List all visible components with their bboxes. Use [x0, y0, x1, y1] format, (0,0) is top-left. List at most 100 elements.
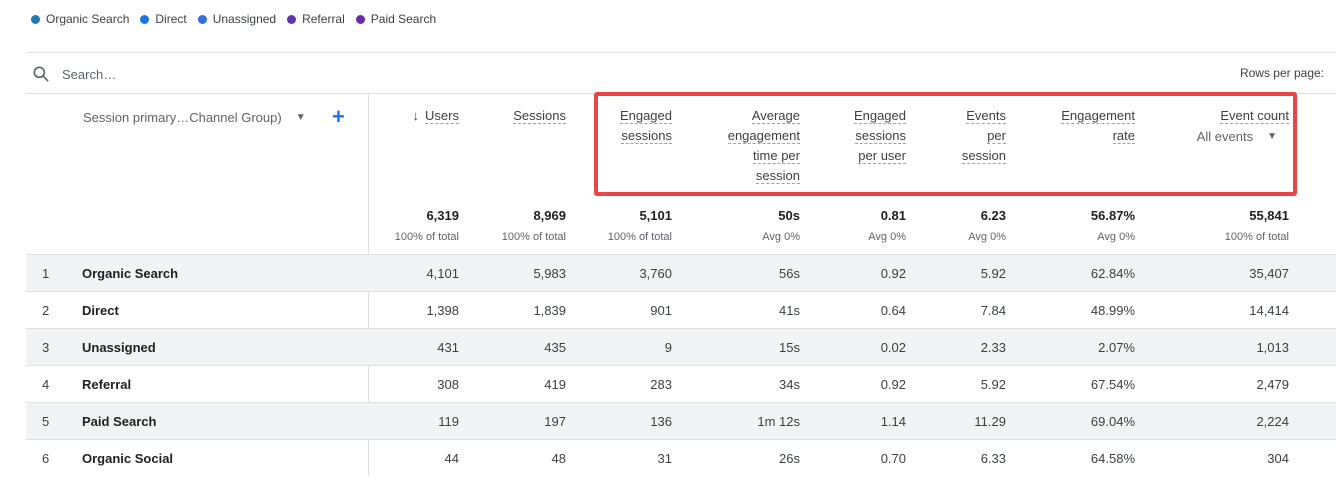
- total-subtext-engagement-rate: Avg 0%: [1097, 231, 1135, 243]
- search-bar: [31, 62, 362, 86]
- cell-engaged-sessions-per-user: 0.92: [880, 266, 906, 281]
- add-dimension-button[interactable]: +: [332, 104, 345, 129]
- legend-item[interactable]: Organic Search: [31, 12, 129, 26]
- cell-users: 119: [438, 414, 459, 429]
- column-header-text: sessions: [855, 128, 906, 144]
- column-header-text: rate: [1112, 128, 1135, 144]
- column-header-engaged-sessions[interactable]: Engaged sessions: [619, 106, 672, 146]
- cell-engaged-sessions: 136: [650, 414, 672, 429]
- column-header-line: engagement: [727, 126, 800, 146]
- cell-avg-engagement-time: 26s: [779, 451, 800, 466]
- column-header-text: time per: [753, 148, 800, 164]
- total-subtext-event-count: 100% of total: [1224, 231, 1289, 243]
- cell-events-per-session: 11.29: [974, 414, 1006, 429]
- legend-label: Organic Search: [46, 12, 130, 26]
- column-header-line: Events: [962, 106, 1006, 126]
- column-header-line: session: [961, 146, 1006, 166]
- column-header-text: Users: [425, 108, 459, 124]
- cell-avg-engagement-time: 1m 12s: [757, 414, 800, 429]
- event-selector-dropdown[interactable]: All events ▼: [1197, 127, 1289, 147]
- sort-arrow-icon: ↓: [412, 108, 420, 123]
- legend-item[interactable]: Referral: [287, 12, 345, 26]
- legend-label: Paid Search: [370, 12, 437, 26]
- column-header-text: Event count: [1220, 108, 1289, 124]
- table-row[interactable]: 3 Unassigned 431 435 9 15s 0.02 2.33 2.07% 1,013: [26, 328, 1336, 366]
- row-channel-name: Direct: [82, 303, 119, 318]
- cell-event-count: 35,407: [1249, 266, 1289, 281]
- cell-avg-engagement-time: 15s: [779, 340, 800, 355]
- table-row[interactable]: 6 Organic Social 44 48 31 26s 0.70 6.33 64.58% 30…: [26, 439, 1336, 477]
- table-row[interactable]: 5 Paid Search 119 197 136 1m 12s 1.14 11.29 69.0…: [26, 402, 1336, 440]
- cell-events-per-session: 6.33: [980, 451, 1006, 466]
- column-header-engaged-sessions-per-user[interactable]: Engaged sessions per user: [853, 106, 906, 166]
- total-subtext-avg-engagement-time: Avg 0%: [762, 231, 800, 243]
- chevron-down-icon: ▼: [1267, 131, 1277, 142]
- legend-dot-icon: [31, 14, 40, 24]
- row-number: 5: [42, 414, 50, 429]
- cell-engaged-sessions: 283: [650, 377, 672, 392]
- search-input[interactable]: [62, 66, 362, 82]
- column-header-text: Sessions: [513, 108, 566, 124]
- column-header-event-count[interactable]: Event count All events ▼: [1197, 106, 1289, 147]
- cell-engagement-rate: 62.84%: [1090, 266, 1135, 281]
- column-header-line: session: [728, 166, 800, 186]
- column-header-text: sessions: [621, 128, 672, 144]
- legend-item[interactable]: Paid Search: [355, 12, 437, 26]
- cell-engaged-sessions: 9: [664, 340, 672, 355]
- row-channel-name: Referral: [82, 377, 132, 392]
- total-value-users: 6,319: [426, 208, 459, 223]
- column-header-engagement-rate[interactable]: Engagement rate: [1061, 106, 1135, 146]
- cell-engagement-rate: 67.54%: [1090, 377, 1135, 392]
- row-number: 3: [42, 340, 50, 355]
- cell-engagement-rate: 2.07%: [1098, 340, 1135, 355]
- column-header-line: per user: [854, 146, 906, 166]
- column-header-events-per-session[interactable]: Events per session: [961, 106, 1006, 166]
- divider-top: [26, 52, 1336, 53]
- column-header-text: Engagement: [1061, 108, 1135, 124]
- cell-event-count: 2,224: [1256, 414, 1289, 429]
- column-header-text: Engaged: [853, 108, 906, 124]
- column-header-users[interactable]: ↓ Users: [413, 106, 459, 126]
- total-subtext-engaged-sessions: 100% of total: [607, 231, 672, 243]
- total-value-events-per-session: 6.23: [980, 208, 1006, 223]
- dimension-selector[interactable]: Session primary…Channel Group) ▼: [83, 110, 306, 125]
- column-header-line: Engaged: [853, 106, 906, 126]
- cell-events-per-session: 2.33: [980, 340, 1006, 355]
- total-value-avg-engagement-time: 50s: [778, 208, 800, 223]
- total-value-event-count: 55,841: [1249, 208, 1289, 223]
- highlight-box: [594, 92, 1297, 196]
- column-header-text: Average: [751, 108, 800, 124]
- total-value-engaged-sessions-per-user: 0.81: [880, 208, 906, 223]
- table-row[interactable]: 1 Organic Search 4,101 5,983 3,760 56s 0.92 5.9…: [26, 254, 1336, 292]
- search-icon[interactable]: [31, 64, 51, 84]
- cell-users: 4,101: [426, 266, 459, 281]
- row-number: 4: [42, 377, 50, 392]
- chart-legend: Organic Search Direct Unassigned Referral Pa…: [31, 11, 447, 27]
- column-header-avg-engagement-time[interactable]: Average engagement time per session: [727, 106, 800, 186]
- column-header-text: per user: [858, 148, 906, 164]
- column-header-line: Engagement: [1061, 106, 1135, 126]
- column-header-text: per: [987, 128, 1006, 144]
- column-header-sessions[interactable]: Sessions: [513, 106, 566, 126]
- cell-engaged-sessions-per-user: 0.92: [880, 377, 906, 392]
- cell-sessions: 5,983: [533, 266, 566, 281]
- legend-label: Unassigned: [212, 12, 277, 26]
- cell-engaged-sessions: 31: [657, 451, 672, 466]
- cell-avg-engagement-time: 41s: [779, 303, 800, 318]
- row-channel-name: Paid Search: [82, 414, 157, 429]
- legend-dot-icon: [355, 14, 365, 24]
- row-number: 1: [42, 266, 50, 281]
- cell-event-count: 304: [1267, 451, 1289, 466]
- legend-dot-icon: [287, 14, 297, 24]
- chevron-down-icon: ▼: [295, 112, 306, 123]
- cell-engagement-rate: 69.04%: [1090, 414, 1135, 429]
- legend-dot-icon: [197, 14, 207, 24]
- table-row[interactable]: 2 Direct 1,398 1,839 901 41s 0.64 7.84 48.99% 14,…: [26, 291, 1336, 329]
- total-subtext-events-per-session: Avg 0%: [968, 231, 1006, 243]
- dimension-label: Session primary…Channel Group): [83, 110, 282, 125]
- table-row[interactable]: 4 Referral 308 419 283 34s 0.92 5.92 67.54% 2,479: [26, 365, 1336, 403]
- cell-sessions: 435: [544, 340, 566, 355]
- legend-item[interactable]: Direct: [140, 12, 187, 26]
- legend-item[interactable]: Unassigned: [197, 12, 277, 26]
- row-channel-name: Unassigned: [82, 340, 156, 355]
